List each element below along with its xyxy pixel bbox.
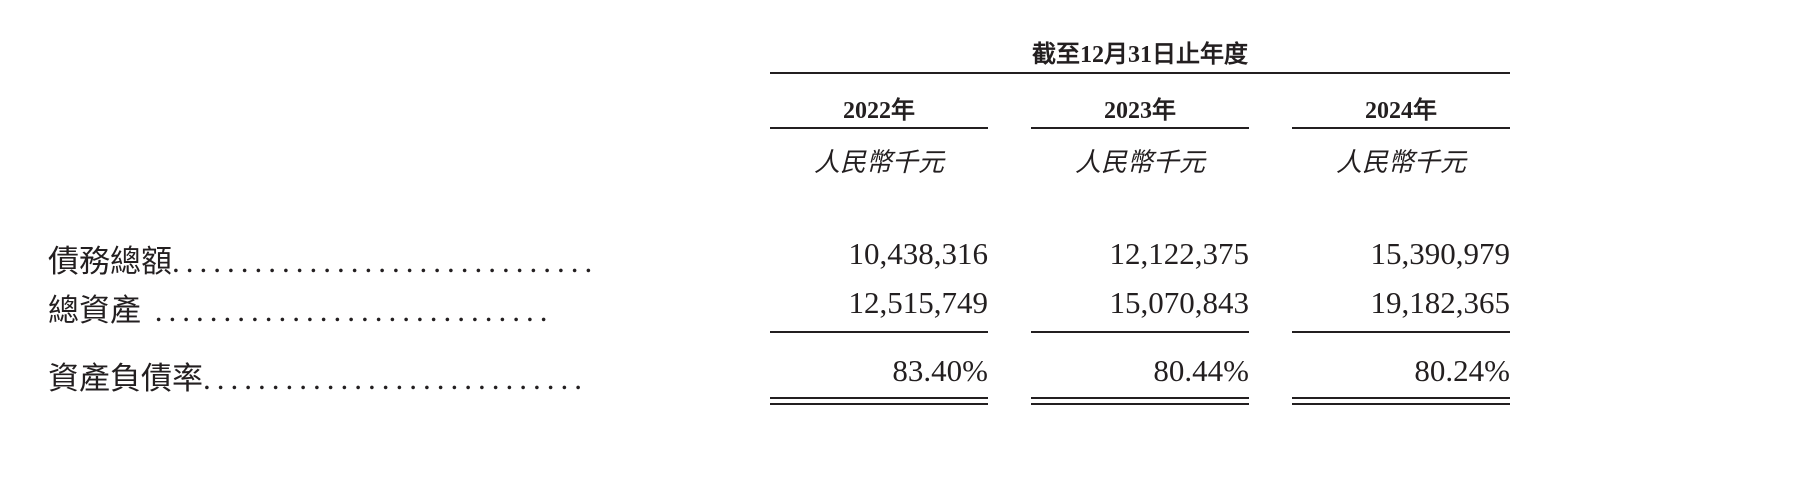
column-unit: 人民幣千元 (1074, 148, 1205, 177)
column-year-2022: 2022年 (843, 98, 915, 124)
row-label-text: 總資產 (48, 293, 141, 328)
cell-value: 83.40% (892, 353, 988, 388)
row-label-debt-ratio: 資產負債率............................ (48, 353, 728, 398)
subtotal-rule (1292, 331, 1510, 333)
period-header: 截至12月31日止年度 (1032, 42, 1248, 68)
subtotal-rule (770, 331, 988, 333)
subtotal-rule (1031, 331, 1249, 333)
cell-value: 15,390,979 (1370, 236, 1511, 271)
double-rule (1031, 397, 1249, 399)
column-unit: 人民幣千元 (813, 148, 944, 177)
row-label-text: 資產負債率 (48, 361, 203, 396)
row-label-total-debt: 債務總額............................... (48, 236, 728, 281)
row-label-text: 債務總額 (48, 244, 172, 279)
column-year-2024: 2024年 (1365, 98, 1437, 124)
double-rule (1292, 403, 1510, 405)
dot-leader: ............................ (203, 361, 588, 396)
cell-value: 80.24% (1414, 353, 1510, 388)
year-rule (1292, 127, 1510, 129)
double-rule (1292, 397, 1510, 399)
double-rule (770, 403, 988, 405)
cell-value: 80.44% (1153, 353, 1249, 388)
year-rule (770, 127, 988, 129)
year-rule (1031, 127, 1249, 129)
header-rule (770, 72, 1510, 74)
column-unit: 人民幣千元 (1335, 148, 1466, 177)
double-rule (770, 397, 988, 399)
row-label-total-assets: 總資產 ............................. (48, 285, 728, 330)
double-rule (1031, 403, 1249, 405)
column-year-2023: 2023年 (1104, 98, 1176, 124)
dot-leader: ............................. (141, 293, 554, 328)
cell-value: 12,515,749 (848, 285, 989, 320)
cell-value: 10,438,316 (848, 236, 989, 271)
cell-value: 19,182,365 (1370, 285, 1511, 320)
cell-value: 12,122,375 (1109, 236, 1250, 271)
dot-leader: ............................... (172, 244, 599, 279)
cell-value: 15,070,843 (1109, 285, 1250, 320)
